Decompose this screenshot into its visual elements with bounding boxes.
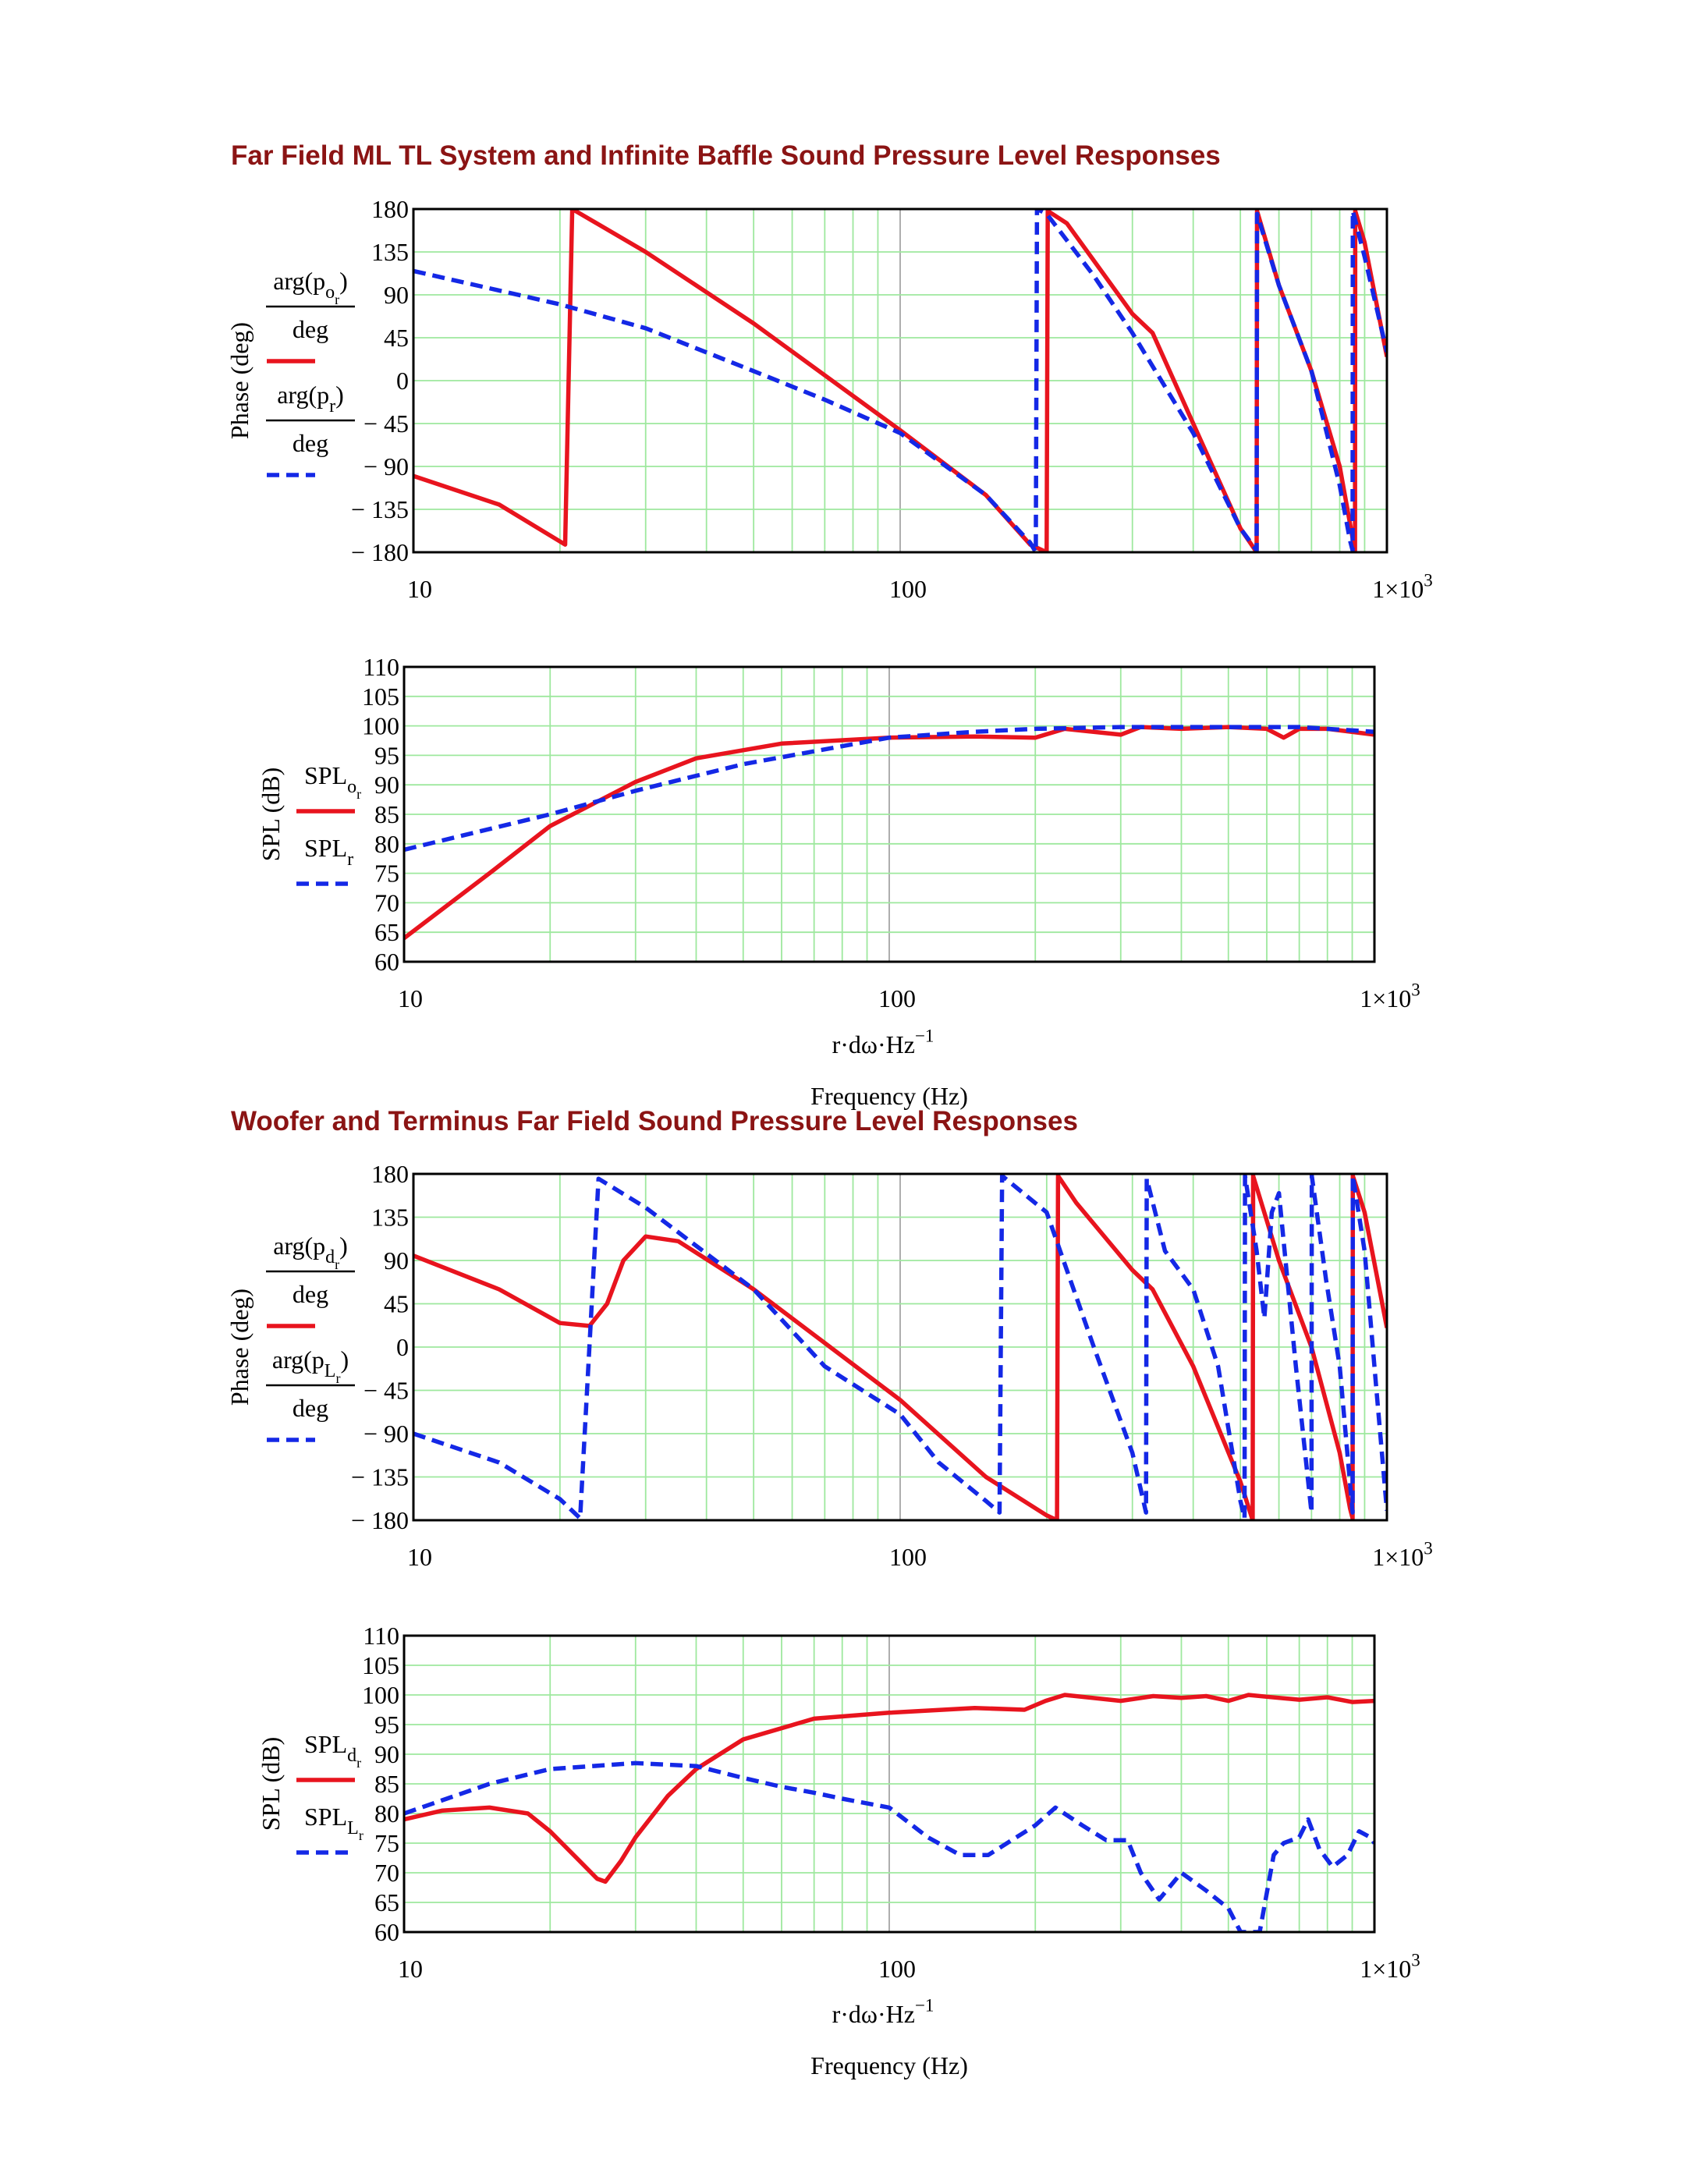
x-tick-label: 100 [878, 1955, 916, 1983]
series-line-blue-2 [404, 725, 1374, 853]
y-tick-label: − 45 [363, 1377, 409, 1405]
x-axis-expression: r·dω·Hz−1 [832, 1026, 934, 1058]
x-tick-label: 10 [407, 1543, 432, 1571]
x-tick-label: 10 [398, 1955, 423, 1983]
plot-frame [402, 1634, 1376, 1934]
legend: arg(pdr) deg arg(pLr) deg [266, 1232, 355, 1442]
x-axis-expression: r·dω·Hz−1 [832, 1995, 934, 2028]
y-tick-label: 65 [374, 918, 399, 946]
y-tick-label: 80 [374, 1799, 399, 1828]
x-axis-title-frequency-hz: Frequency (Hz) [810, 2051, 968, 2079]
legend-label: SPLor [304, 761, 361, 802]
series-line-blue-2 [404, 1760, 1374, 1932]
y-tick-label: 180 [371, 195, 409, 223]
y-tick-label: 135 [371, 238, 409, 266]
x-tick-label: 10 [407, 575, 432, 603]
y-tick-label: − 45 [363, 410, 409, 438]
y-tick-label: 75 [374, 860, 399, 888]
x-tick-label: 100 [889, 1543, 927, 1571]
y-axis-title: Phase (deg) [225, 322, 254, 439]
y-axis-title: Phase (deg) [225, 1289, 254, 1406]
y-tick-label: 60 [374, 948, 399, 976]
x-tick-label: 10 [398, 984, 423, 1012]
y-tick-label: 60 [374, 1918, 399, 1946]
chart-3: 180 135 90 45 0 − 45 − 90 − 135 − 180 10 100 1×103 P… [225, 1160, 1433, 1571]
legend-denominator: deg [293, 315, 328, 343]
y-tick-label: 80 [374, 830, 399, 858]
legend-numerator: arg(pr) [277, 381, 344, 417]
y-tick-label: − 135 [351, 495, 409, 523]
y-axis-title: SPL (dB) [257, 1737, 285, 1831]
y-tick-label: 105 [362, 682, 399, 711]
x-tick-label: 1×103 [1372, 1538, 1433, 1571]
y-tick-label: 105 [362, 1651, 399, 1679]
section-title-1: Far Field ML TL System and Infinite Baff… [231, 140, 1221, 171]
y-tick-label: 180 [371, 1160, 409, 1188]
y-tick-label: 75 [374, 1829, 399, 1857]
x-axis-title-frequency-hz: Frequency (Hz) [810, 1082, 968, 1110]
y-tick-label: 90 [374, 1740, 399, 1768]
y-tick-label: − 90 [363, 452, 409, 480]
y-tick-label: 45 [384, 324, 409, 352]
y-tick-label: − 90 [363, 1420, 409, 1448]
y-tick-label: 0 [396, 367, 409, 395]
chart-1: 180 135 90 45 0 − 45 − 90 − 135 − 180 10 100 1×103 P… [225, 195, 1433, 603]
y-tick-label: 100 [362, 712, 399, 740]
y-tick-label: 70 [374, 1859, 399, 1887]
y-tick-label: 90 [384, 281, 409, 309]
x-tick-label: 1×103 [1360, 980, 1420, 1012]
legend-numerator: arg(por) [273, 267, 348, 307]
x-tick-label: 1×103 [1372, 570, 1433, 603]
y-tick-label: 70 [374, 888, 399, 916]
y-tick-label: − 180 [351, 538, 409, 566]
y-tick-label: 85 [374, 800, 399, 828]
y-tick-label: 110 [363, 653, 399, 681]
legend: SPLdr SPLLr [296, 1730, 363, 1855]
y-tick-label: 90 [384, 1246, 409, 1275]
plot-frame [402, 665, 1376, 963]
legend-label: SPLr [304, 834, 353, 870]
series-line-blue-2 [413, 209, 1387, 552]
legend-numerator: arg(pLr) [272, 1346, 349, 1386]
y-tick-label: 90 [374, 771, 399, 799]
series-line-red-1 [413, 209, 1387, 552]
series-line-red-1 [404, 1693, 1374, 1884]
y-tick-label: 45 [384, 1290, 409, 1318]
x-tick-label: 100 [878, 984, 916, 1012]
legend-denominator: deg [293, 1394, 328, 1422]
legend-numerator: arg(pdr) [273, 1232, 348, 1272]
x-tick-label: 1×103 [1360, 1950, 1420, 1983]
plot-frame [412, 207, 1388, 554]
legend-denominator: deg [293, 429, 328, 457]
y-tick-label: 0 [396, 1333, 409, 1361]
y-tick-label: 95 [374, 741, 399, 769]
legend: arg(por) deg arg(pr) deg [266, 267, 355, 477]
plot-frame [412, 1172, 1388, 1522]
legend-label: SPLdr [304, 1730, 361, 1771]
y-axis-title: SPL (dB) [257, 768, 285, 862]
x-tick-label: 100 [889, 575, 927, 603]
y-tick-label: 100 [362, 1681, 399, 1709]
y-tick-label: 65 [374, 1888, 399, 1916]
y-tick-label: − 180 [351, 1506, 409, 1534]
legend-label: SPLLr [304, 1803, 363, 1843]
legend: SPLor SPLr [296, 761, 361, 886]
legend-denominator: deg [293, 1280, 328, 1308]
y-tick-label: 95 [374, 1711, 399, 1739]
y-tick-label: 85 [374, 1770, 399, 1798]
series-line-red-1 [413, 1174, 1387, 1520]
series-line-blue-2 [413, 1174, 1387, 1520]
y-tick-label: 135 [371, 1204, 409, 1232]
section-title-2: Woofer and Terminus Far Field Sound Pres… [231, 1106, 1078, 1136]
y-tick-label: 110 [363, 1622, 399, 1650]
y-tick-label: − 135 [351, 1463, 409, 1491]
